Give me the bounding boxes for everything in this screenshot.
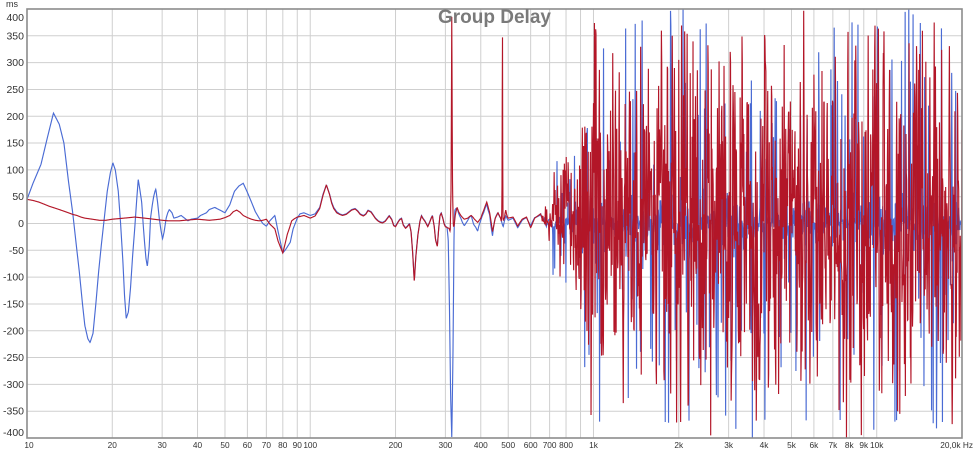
svg-text:80: 80 <box>278 440 288 450</box>
svg-text:150: 150 <box>6 138 24 150</box>
svg-text:50: 50 <box>220 440 230 450</box>
svg-text:0: 0 <box>18 218 24 230</box>
svg-text:20,0k Hz: 20,0k Hz <box>940 440 973 450</box>
svg-text:-200: -200 <box>3 325 24 337</box>
svg-text:40: 40 <box>193 440 203 450</box>
svg-text:100: 100 <box>6 164 24 176</box>
svg-text:800: 800 <box>559 440 573 450</box>
svg-text:70: 70 <box>262 440 272 450</box>
svg-text:300: 300 <box>6 57 24 69</box>
svg-text:9k: 9k <box>859 440 869 450</box>
svg-text:-250: -250 <box>3 352 24 364</box>
svg-text:60: 60 <box>243 440 253 450</box>
svg-text:50: 50 <box>12 191 24 203</box>
svg-text:-300: -300 <box>3 379 24 391</box>
svg-text:200: 200 <box>6 111 24 123</box>
svg-text:10: 10 <box>24 440 34 450</box>
svg-text:20: 20 <box>108 440 118 450</box>
svg-text:4k: 4k <box>760 440 770 450</box>
svg-text:90: 90 <box>293 440 303 450</box>
svg-text:-100: -100 <box>3 272 24 284</box>
svg-text:30: 30 <box>158 440 168 450</box>
svg-text:400: 400 <box>6 12 24 24</box>
svg-text:-50: -50 <box>9 245 24 257</box>
svg-text:400: 400 <box>474 440 488 450</box>
svg-text:ms: ms <box>6 0 18 9</box>
svg-text:-350: -350 <box>3 406 24 418</box>
svg-text:3k: 3k <box>724 440 734 450</box>
svg-text:350: 350 <box>6 30 24 42</box>
svg-text:5k: 5k <box>787 440 797 450</box>
svg-text:10k: 10k <box>870 440 884 450</box>
svg-text:Group Delay: Group Delay <box>438 7 551 28</box>
svg-text:2k: 2k <box>674 440 684 450</box>
svg-text:200: 200 <box>389 440 403 450</box>
svg-text:7k: 7k <box>828 440 838 450</box>
svg-text:8k: 8k <box>845 440 855 450</box>
svg-text:100: 100 <box>303 440 317 450</box>
svg-text:600: 600 <box>524 440 538 450</box>
svg-text:6k: 6k <box>810 440 820 450</box>
svg-text:1k: 1k <box>589 440 599 450</box>
svg-text:500: 500 <box>501 440 515 450</box>
svg-text:250: 250 <box>6 84 24 96</box>
svg-text:700: 700 <box>543 440 557 450</box>
svg-text:-150: -150 <box>3 298 24 310</box>
svg-text:-400: -400 <box>3 427 24 439</box>
svg-text:300: 300 <box>438 440 452 450</box>
